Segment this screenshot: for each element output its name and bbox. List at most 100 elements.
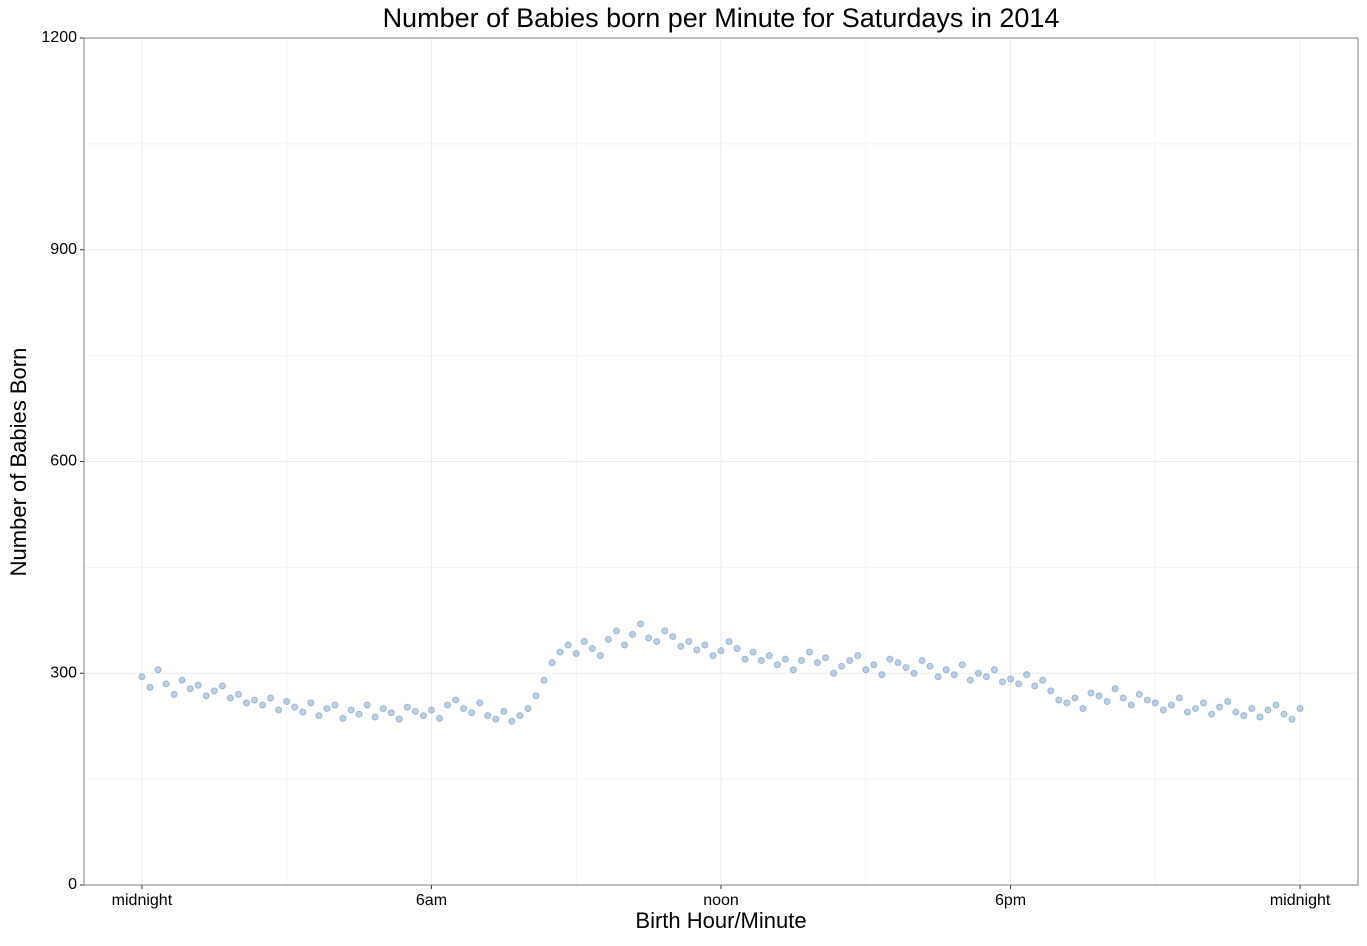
x-tick-label: midnight xyxy=(1270,892,1331,909)
point xyxy=(862,666,870,674)
point xyxy=(1175,694,1183,702)
y-axis-label: Number of Babies Born xyxy=(6,348,31,577)
x-tick-label: 6pm xyxy=(995,892,1026,909)
point xyxy=(476,699,484,707)
point xyxy=(556,648,564,656)
point xyxy=(267,694,275,702)
point xyxy=(363,701,371,709)
point xyxy=(419,712,427,720)
point xyxy=(379,705,387,713)
point xyxy=(275,706,283,714)
point xyxy=(1280,710,1288,718)
point xyxy=(323,705,331,713)
point xyxy=(1127,701,1135,709)
point xyxy=(1288,715,1296,723)
x-tick-label: noon xyxy=(703,892,739,909)
point xyxy=(974,669,982,677)
point xyxy=(693,646,701,654)
point xyxy=(637,620,645,628)
point xyxy=(194,681,202,689)
point xyxy=(1264,706,1272,714)
point xyxy=(1103,697,1111,705)
point xyxy=(822,654,830,662)
point xyxy=(620,641,628,649)
point xyxy=(838,662,846,670)
point xyxy=(1248,705,1256,713)
point xyxy=(299,708,307,716)
point xyxy=(982,673,990,681)
point xyxy=(1192,705,1200,713)
point xyxy=(1208,710,1216,718)
point xyxy=(234,690,242,698)
point xyxy=(725,637,733,645)
point xyxy=(202,692,210,700)
y-tick-label: 900 xyxy=(50,241,77,258)
point xyxy=(604,635,612,643)
point xyxy=(242,699,250,707)
point xyxy=(427,706,435,714)
point xyxy=(733,645,741,653)
point xyxy=(1015,680,1023,688)
point xyxy=(1240,712,1248,720)
point xyxy=(886,655,894,663)
y-tick-label: 600 xyxy=(50,453,77,470)
point xyxy=(645,634,653,642)
point xyxy=(1119,694,1127,702)
point xyxy=(572,649,580,657)
point xyxy=(1167,701,1175,709)
point xyxy=(814,659,822,667)
point xyxy=(548,659,556,667)
point xyxy=(516,712,524,720)
point xyxy=(966,676,974,684)
point xyxy=(1272,701,1280,709)
point xyxy=(1023,671,1031,679)
point xyxy=(283,697,291,705)
point xyxy=(532,692,540,700)
point xyxy=(210,687,218,695)
point xyxy=(757,657,765,665)
point xyxy=(291,703,299,711)
point xyxy=(170,690,178,698)
point xyxy=(661,627,669,635)
point xyxy=(958,661,966,669)
point xyxy=(564,641,572,649)
x-tick-label: 6am xyxy=(416,892,447,909)
y-tick-label: 300 xyxy=(50,664,77,681)
point xyxy=(540,676,548,684)
point xyxy=(1007,675,1015,683)
y-tick-label: 1200 xyxy=(41,29,77,46)
point xyxy=(653,637,661,645)
x-tick-label: midnight xyxy=(112,892,173,909)
point xyxy=(484,712,492,720)
point xyxy=(990,666,998,674)
point xyxy=(612,627,620,635)
point xyxy=(685,637,693,645)
point xyxy=(669,633,677,641)
point xyxy=(830,669,838,677)
point xyxy=(1135,690,1143,698)
point xyxy=(259,701,267,709)
point xyxy=(1031,682,1039,690)
point xyxy=(1047,687,1055,695)
point xyxy=(741,655,749,663)
point xyxy=(878,671,886,679)
point xyxy=(918,657,926,665)
point xyxy=(999,678,1007,686)
point xyxy=(1151,699,1159,707)
point xyxy=(789,666,797,674)
point xyxy=(444,701,452,709)
point xyxy=(251,696,259,704)
point xyxy=(677,642,685,650)
point xyxy=(870,661,878,669)
point xyxy=(355,710,363,718)
point xyxy=(508,717,516,725)
point xyxy=(1183,708,1191,716)
point xyxy=(1216,703,1224,711)
point xyxy=(717,647,725,655)
point xyxy=(395,715,403,723)
point xyxy=(781,655,789,663)
point xyxy=(942,666,950,674)
point xyxy=(162,680,170,688)
point xyxy=(1200,699,1208,707)
